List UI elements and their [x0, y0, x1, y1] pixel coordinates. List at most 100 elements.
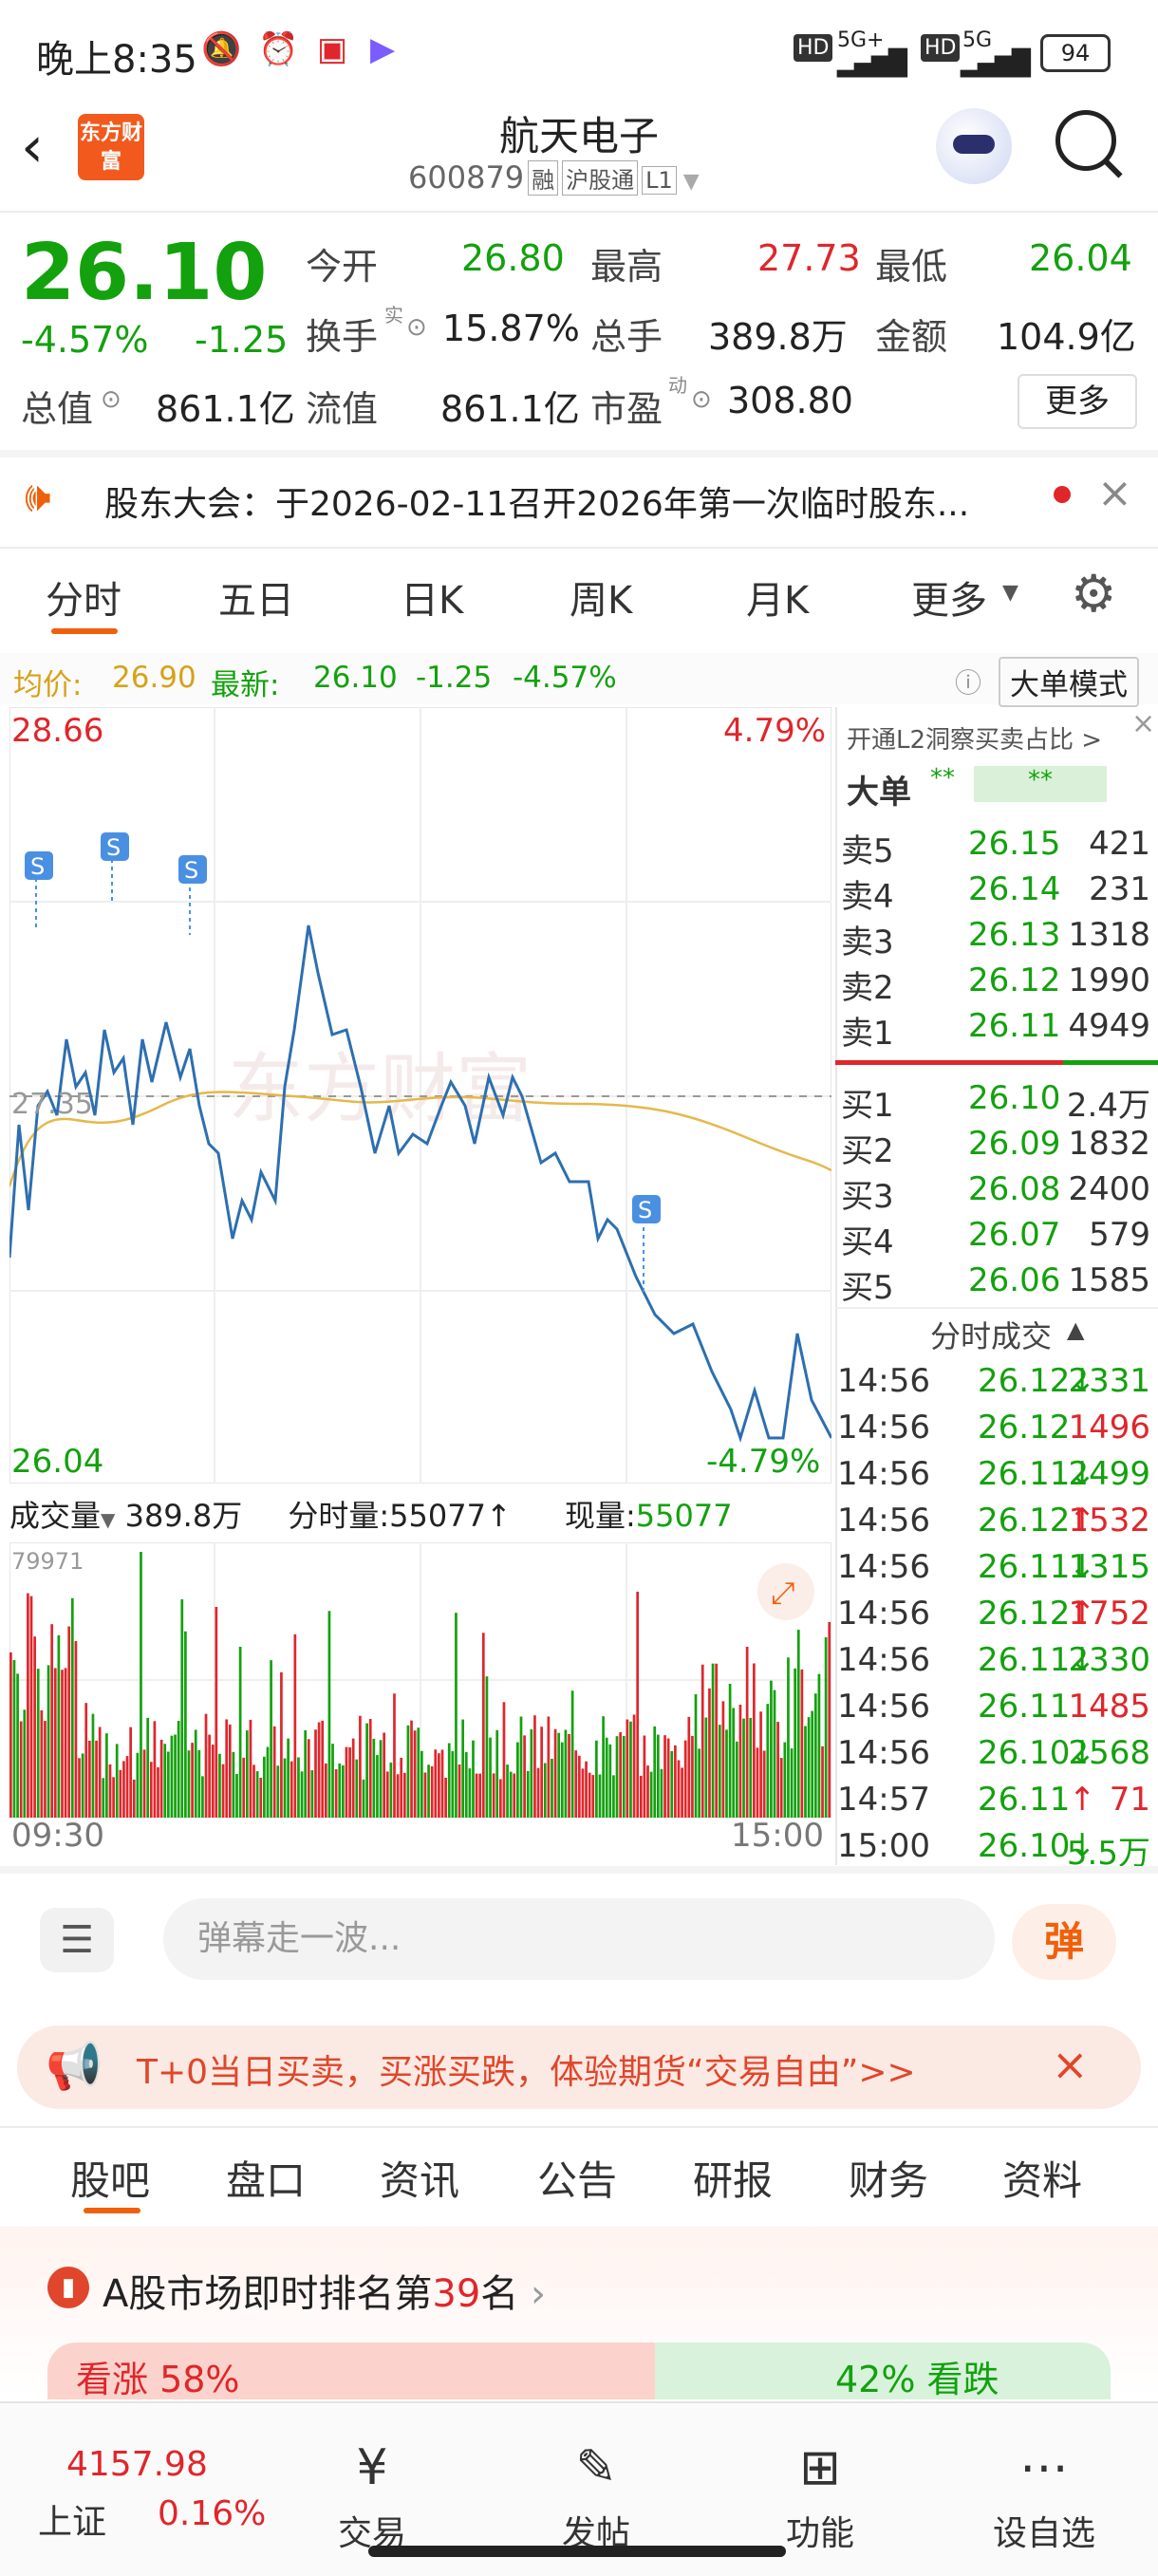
volume-bar [481, 1633, 485, 1818]
futures-promo-banner[interactable]: 📢 T+0当日买卖，买涨买跌，体验期货“交易自由”>> × [17, 2025, 1141, 2109]
tag-level: L1 [642, 166, 677, 195]
volume-bar [170, 1735, 174, 1818]
tab-news[interactable]: 资讯 [380, 2157, 460, 2204]
volume-dropdown-icon[interactable]: ▼ [101, 1508, 116, 1531]
tab-finance[interactable]: 财务 [849, 2157, 929, 2204]
nav-functions[interactable]: ⊞ 功能 [744, 2439, 896, 2555]
market-rank-card[interactable]: ▮ A股市场即时排名第39名 › 看涨 58% 42% 看跌 [0, 2227, 1158, 2399]
volume-bar [455, 1613, 458, 1818]
stock-code-row[interactable]: 600879 融沪股通 L1 ▼ [408, 159, 700, 196]
volume-bar [245, 1730, 249, 1818]
turnover-info-icon[interactable]: ⊙ [406, 313, 427, 342]
l2-insight-link[interactable]: 开通L2洞察买卖占比 > [847, 726, 1103, 755]
danmaku-input[interactable]: 弹幕走一波... [163, 1898, 995, 1980]
tab-monthly-k[interactable]: 月K [746, 579, 810, 623]
tab-more[interactable]: 更多 [911, 579, 987, 623]
bullish-bar[interactable]: 看涨 58% [47, 2343, 655, 2399]
big-order-mode-button[interactable]: 大单模式 [999, 657, 1139, 707]
volume-bar [564, 1729, 568, 1818]
tab-research[interactable]: 研报 [693, 2157, 774, 2204]
tab-announcements[interactable]: 公告 [537, 2157, 618, 2204]
volume-bar [115, 1744, 119, 1818]
volume-bar [636, 1591, 640, 1818]
close-book-icon[interactable]: × [1131, 707, 1156, 740]
stock-header: 航天电子 ‹ 东方财富 600879 融沪股通 L1 ▼ [0, 104, 1158, 209]
volume-bar [293, 1633, 297, 1818]
volume-bar [208, 1734, 211, 1818]
expand-chart-button[interactable] [757, 1563, 814, 1620]
danmaku-toggle-button[interactable]: 弹 [1012, 1904, 1116, 1980]
volume-bar [759, 1711, 762, 1818]
hd-icon-2: HD [921, 34, 961, 62]
volume-bar [61, 1670, 64, 1818]
volume-bar [252, 1764, 255, 1818]
volume-bar [687, 1716, 691, 1818]
settings-gear-icon[interactable]: ⚙ [1071, 564, 1117, 624]
volume-bar [270, 1660, 272, 1818]
danmaku-settings-icon[interactable]: ☰ [40, 1908, 114, 1972]
tab-5day[interactable]: 五日 [218, 579, 294, 623]
close-notice-icon[interactable]: × [1097, 469, 1132, 517]
sell-label: 卖2 [841, 969, 894, 1007]
close-promo-icon[interactable]: × [1052, 2039, 1089, 2090]
notice-bar[interactable]: 🕪 股东大会：于2026-02-11召开2026年第一次临时股东... × [0, 457, 1158, 543]
tab-intraday[interactable]: 分时 [46, 579, 121, 623]
pe-info-icon[interactable]: ⊙ [691, 385, 712, 414]
volume-bar [417, 1727, 420, 1818]
eastmoney-logo[interactable]: 东方财富 [78, 114, 144, 180]
tab-daily-k[interactable]: 日K [401, 579, 464, 623]
volume-bar [506, 1764, 509, 1818]
volume-bar [591, 1775, 595, 1818]
trades-collapse-icon[interactable]: ▲ [1067, 1316, 1085, 1343]
more-quote-button[interactable]: 更多 [1018, 374, 1137, 429]
search-icon[interactable] [1055, 110, 1116, 171]
big-order-stars-1: ** [930, 764, 955, 793]
buy-level-3: 买3 26.08 2400 [835, 1170, 1158, 1216]
volume-bar [560, 1742, 564, 1818]
trade-row: 14:56 26.12 1496 [835, 1409, 1158, 1452]
volume-bar [817, 1673, 821, 1818]
volume-bar [440, 1749, 444, 1818]
volume-bar [413, 1730, 417, 1818]
back-icon[interactable]: ‹ [21, 114, 44, 180]
buy-level-1: 买1 26.10 2.4万 [835, 1079, 1158, 1125]
intraday-price-chart[interactable]: 东方财富 S S S S 28.66 4.79% 27.35 26.04 -4.… [9, 707, 831, 1484]
volume-bar [660, 1768, 663, 1818]
volume-bar [762, 1750, 766, 1818]
big-order-label: 大单 [847, 774, 911, 812]
tab-forum[interactable]: 股吧 [70, 2157, 151, 2204]
help-icon[interactable]: ⓘ [955, 667, 982, 699]
volume-bar [447, 1743, 451, 1818]
low-value: 26.04 [1029, 237, 1132, 279]
volume-bar [27, 1593, 29, 1818]
tab-handicap[interactable]: 盘口 [226, 2157, 307, 2204]
volume-bar [807, 1717, 811, 1818]
nav-trade[interactable]: ¥ 交易 [296, 2439, 448, 2555]
volume-bar [149, 1762, 153, 1818]
volume-bar [44, 1721, 47, 1818]
tab-profile[interactable]: 资料 [1002, 2157, 1083, 2204]
volume-bar [776, 1722, 779, 1818]
robot-assistant-icon[interactable] [936, 108, 1012, 184]
volume-bar [345, 1746, 348, 1818]
intraday-info-bar: 均价: 26.90 最新: 26.10 -1.25 -4.57% ⓘ 大单模式 [0, 653, 1158, 707]
index-widget[interactable]: 4157.98 上证 0.16% [19, 2426, 266, 2549]
volume-chart[interactable]: 79971 ⤢ [9, 1542, 831, 1818]
buy-price: 26.07 [968, 1216, 1061, 1254]
volume-label[interactable]: 成交量 [9, 1498, 102, 1534]
tab-weekly-k[interactable]: 周K [570, 579, 633, 623]
trades-title[interactable]: 分时成交 [930, 1318, 1053, 1354]
volume-bar [125, 1756, 129, 1818]
volume-bar [297, 1757, 300, 1818]
promo-text: T+0当日买卖，买涨买跌，体验期货“交易自由”>> [137, 2053, 916, 2092]
nav-watchlist[interactable]: ⋯ 设自选 [968, 2439, 1120, 2555]
sell-price: 26.13 [968, 916, 1061, 954]
nav-post[interactable]: ✎ 发帖 [520, 2439, 672, 2555]
volume-bar [112, 1777, 115, 1818]
volume-bar [410, 1720, 413, 1818]
trade-price: 26.11 [978, 1641, 1071, 1679]
volume-bar [643, 1735, 646, 1818]
bearish-bar[interactable]: 42% 看跌 [655, 2343, 1111, 2399]
mcap-info-icon[interactable]: ⊙ [101, 385, 121, 414]
net-label-2: 5G [962, 28, 993, 52]
